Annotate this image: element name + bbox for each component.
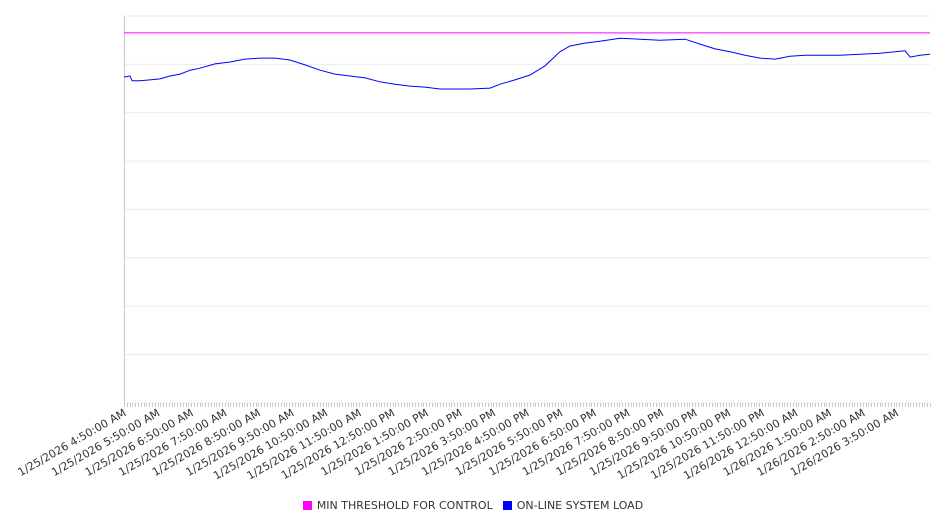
- legend-label-threshold: MIN THRESHOLD FOR CONTROL: [316, 499, 493, 512]
- grid: [124, 15, 930, 404]
- series-lines: [123, 32, 931, 90]
- legend: MIN THRESHOLD FOR CONTROL ON-LINE SYSTEM…: [0, 499, 946, 512]
- x-ticks: [124, 403, 931, 407]
- legend-swatch-threshold: [302, 501, 312, 510]
- legend-swatch-system-load: [502, 501, 512, 510]
- x-tick-labels: 1/25/2026 4:50:00 AM1/25/2026 5:50:00 AM…: [16, 406, 901, 482]
- legend-item-threshold[interactable]: MIN THRESHOLD FOR CONTROL: [302, 499, 493, 512]
- legend-item-system-load[interactable]: ON-LINE SYSTEM LOAD: [502, 499, 644, 512]
- system-load-line: [123, 37, 931, 90]
- legend-label-system-load: ON-LINE SYSTEM LOAD: [516, 499, 644, 512]
